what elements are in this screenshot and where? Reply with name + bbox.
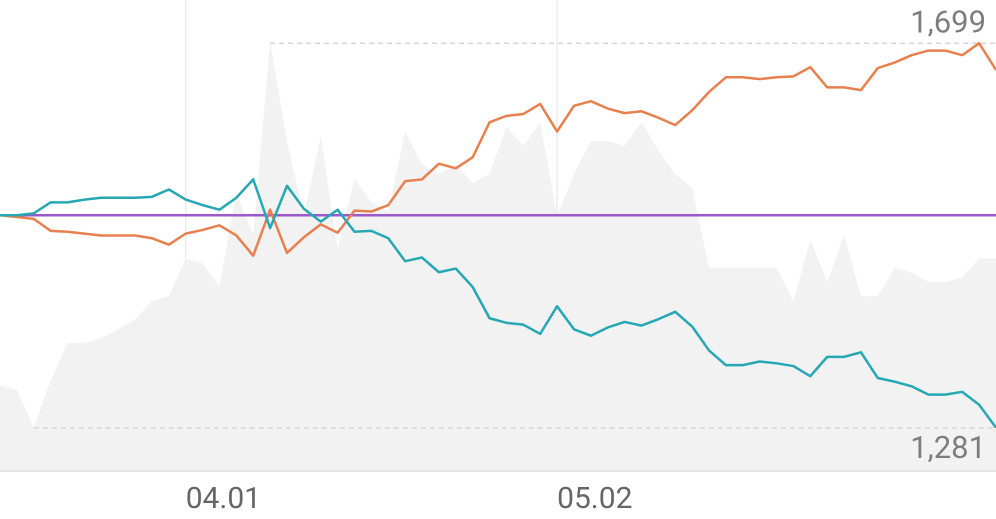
volume-area [0, 42, 996, 471]
price-line [0, 178, 996, 429]
x-tick-label: 05.02 [557, 481, 632, 516]
price-line [0, 41, 996, 257]
extreme-label: 1,281 [910, 429, 986, 466]
extreme-label: 1,699 [910, 3, 986, 40]
x-tick-label: 04.01 [186, 481, 261, 516]
